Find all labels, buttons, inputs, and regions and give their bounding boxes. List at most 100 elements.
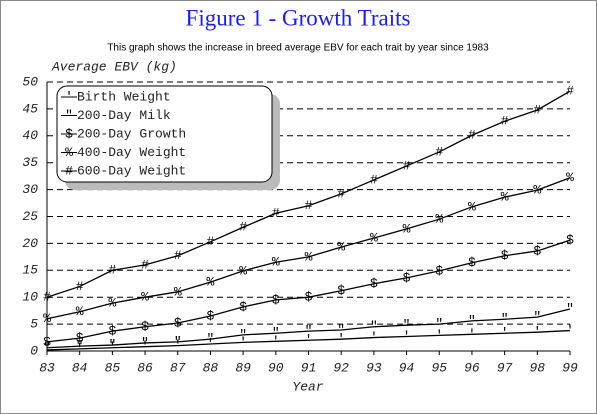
- x-tick-label: 83: [39, 360, 55, 375]
- y-tick-label: 15: [22, 263, 38, 278]
- x-tick-label: 94: [399, 360, 415, 375]
- x-tick-label: 88: [203, 360, 219, 375]
- legend-label: Birth Weight: [77, 89, 171, 104]
- point-marker: $: [207, 308, 215, 323]
- x-tick-label: 95: [431, 360, 447, 375]
- point-marker: $: [239, 299, 247, 314]
- point-marker: %: [370, 230, 378, 245]
- point-marker: $: [435, 263, 443, 278]
- point-marker: %: [501, 190, 509, 205]
- point-marker: ': [337, 332, 345, 347]
- point-marker: $: [108, 324, 116, 339]
- x-tick-label: 97: [497, 360, 513, 375]
- point-marker: %: [239, 263, 247, 278]
- legend-label: 200-Day Milk: [77, 108, 171, 123]
- legend-box: [56, 85, 273, 183]
- point-marker: ': [272, 334, 280, 349]
- y-tick-label: 5: [30, 317, 38, 332]
- point-marker: ": [403, 318, 411, 333]
- point-marker: ": [533, 310, 541, 325]
- x-tick-label: 85: [105, 360, 121, 375]
- point-marker: %: [305, 249, 313, 264]
- x-tick-label: 92: [333, 360, 349, 375]
- point-marker: %: [141, 290, 149, 305]
- y-tick-label: 0: [30, 343, 38, 358]
- point-marker: ': [305, 333, 313, 348]
- point-marker: $: [533, 243, 541, 258]
- point-marker: #: [468, 128, 476, 143]
- legend-marker: ': [65, 89, 73, 104]
- legend: ' Birth Weight " 200-Day Milk $ 200-Day Growt…: [56, 85, 280, 190]
- point-marker: #: [239, 220, 247, 235]
- point-marker: ": [174, 334, 182, 349]
- point-marker: ': [533, 325, 541, 340]
- point-marker: ": [566, 301, 574, 316]
- point-marker: %: [207, 275, 215, 290]
- point-marker: $: [141, 319, 149, 334]
- point-marker: ": [435, 317, 443, 332]
- point-marker: ": [141, 335, 149, 350]
- point-marker: $: [305, 290, 313, 305]
- point-marker: $: [174, 315, 182, 330]
- point-marker: #: [174, 248, 182, 263]
- series-line: [46, 90, 571, 298]
- y-tick-label: 35: [22, 155, 38, 170]
- point-marker: #: [141, 257, 149, 272]
- point-marker: %: [108, 296, 116, 311]
- point-marker: ': [207, 336, 215, 351]
- point-marker: #: [207, 234, 215, 249]
- point-marker: ": [337, 322, 345, 337]
- point-marker: $: [43, 334, 51, 349]
- point-marker: ': [468, 327, 476, 342]
- point-marker: ': [435, 328, 443, 343]
- y-tick-label: 25: [22, 209, 38, 224]
- point-marker: $: [370, 276, 378, 291]
- point-marker: #: [108, 263, 116, 278]
- y-tick-label: 30: [22, 182, 38, 197]
- x-axis-label: Year: [292, 379, 323, 394]
- x-tick-label: 98: [530, 360, 546, 375]
- point-marker: %: [174, 284, 182, 299]
- point-marker: %: [533, 183, 541, 198]
- point-marker: #: [501, 114, 509, 129]
- point-marker: ": [43, 340, 51, 355]
- y-tick-label: 20: [22, 236, 38, 251]
- point-marker: #: [435, 144, 443, 159]
- series-line: [46, 308, 571, 349]
- point-marker: #: [533, 102, 541, 117]
- point-marker: $: [501, 248, 509, 263]
- legend-label: 200-Day Growth: [77, 126, 186, 141]
- point-marker: $: [272, 292, 280, 307]
- point-marker: %: [435, 212, 443, 227]
- point-marker: ": [370, 319, 378, 334]
- point-marker: %: [76, 304, 84, 319]
- point-marker: #: [403, 158, 411, 173]
- x-tick-label: 89: [235, 360, 251, 375]
- point-marker: $: [76, 331, 84, 346]
- point-marker: ': [174, 338, 182, 353]
- series-line: [46, 329, 571, 351]
- y-tick-label: 40: [22, 128, 38, 143]
- x-tick-label: 96: [464, 360, 480, 375]
- y-tick-label: 45: [22, 101, 38, 116]
- point-marker: ": [108, 338, 116, 353]
- y-tick-label: 10: [22, 290, 38, 305]
- point-marker: ': [566, 323, 574, 338]
- point-marker: %: [43, 311, 51, 326]
- point-marker: #: [370, 172, 378, 187]
- point-marker: $: [468, 255, 476, 270]
- point-marker: ": [272, 326, 280, 341]
- point-marker: ": [76, 339, 84, 354]
- point-marker: ": [501, 312, 509, 327]
- x-tick-label: 87: [170, 360, 186, 375]
- x-tick-label: 90: [268, 360, 284, 375]
- point-marker: #: [76, 279, 84, 294]
- point-marker: ': [370, 330, 378, 345]
- chart-subtitle: This graph shows the increase in breed a…: [107, 43, 489, 54]
- legend-marker: $: [65, 126, 73, 141]
- legend-label: 600-Day Weight: [77, 163, 186, 178]
- point-marker: ': [501, 326, 509, 341]
- y-tick-label: 50: [22, 74, 38, 89]
